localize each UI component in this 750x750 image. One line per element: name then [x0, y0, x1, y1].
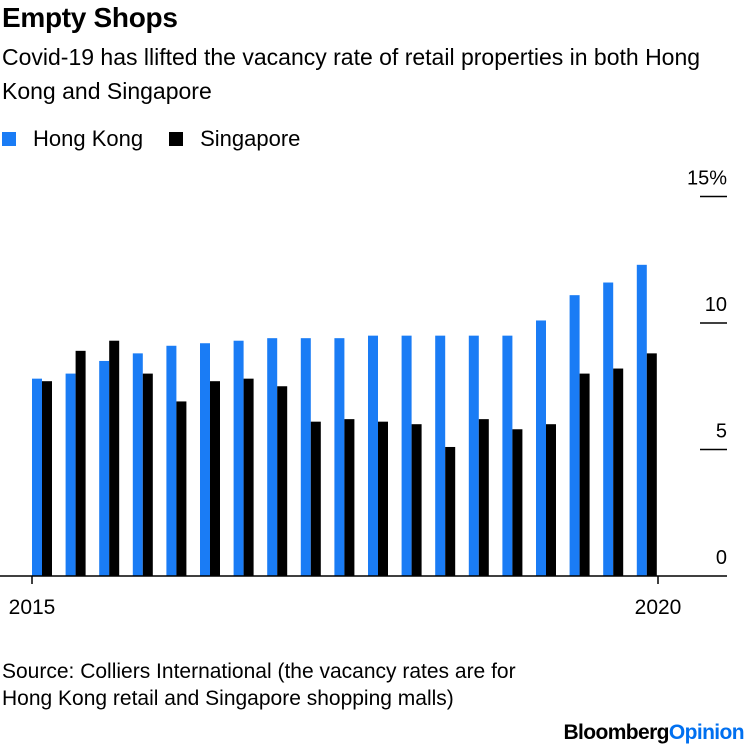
bar-singapore: [42, 381, 52, 576]
bar-hong-kong: [468, 335, 479, 576]
bar-singapore: [613, 368, 624, 576]
y-tick-label: 0: [716, 547, 727, 569]
legend: Hong Kong Singapore: [2, 125, 326, 153]
bar-singapore: [512, 429, 523, 576]
legend-label-singapore: Singapore: [200, 126, 301, 151]
legend-label-hong-kong: Hong Kong: [33, 126, 144, 151]
bar-hong-kong: [267, 338, 278, 576]
brand-opinion: Opinion: [668, 721, 745, 744]
bar-singapore: [310, 421, 321, 576]
bar-singapore: [546, 424, 556, 576]
bar-singapore: [176, 401, 187, 576]
bar-singapore: [344, 419, 355, 576]
bar-hong-kong: [200, 343, 210, 576]
bar-hong-kong: [368, 335, 378, 576]
bar-hong-kong: [166, 345, 177, 576]
bar-hong-kong: [99, 360, 110, 576]
x-tick-label: 2015: [9, 596, 56, 619]
bar-hong-kong: [569, 295, 580, 576]
bar-singapore: [243, 378, 254, 576]
bar-singapore: [579, 373, 590, 576]
bar-hong-kong: [32, 378, 42, 576]
bar-singapore: [378, 421, 388, 576]
bar-singapore: [210, 381, 220, 576]
bar-singapore: [277, 386, 288, 576]
bar-singapore: [478, 419, 489, 576]
legend-item-singapore: Singapore: [169, 126, 300, 152]
chart-subtitle: Covid-19 has llifted the vacancy rate of…: [2, 44, 701, 104]
legend-item-hong-kong: Hong Kong: [2, 126, 143, 152]
bar-hong-kong: [536, 320, 546, 576]
chart-title: Empty Shops: [2, 2, 178, 33]
bar-hong-kong: [233, 340, 244, 576]
bloomberg-opinion-logo: BloombergOpinion: [563, 721, 744, 745]
y-tick-label: 10: [705, 294, 727, 316]
bar-hong-kong: [435, 335, 446, 576]
bar-hong-kong: [334, 338, 345, 576]
legend-swatch-hong-kong: [2, 132, 16, 146]
bar-hong-kong: [636, 264, 647, 576]
bar-chart: 15% 10 5 0 2015 2020: [0, 168, 727, 619]
x-tick-label: 2020: [635, 596, 682, 619]
bar-singapore: [109, 340, 120, 576]
bar-singapore: [411, 424, 422, 576]
bar-hong-kong: [502, 335, 513, 576]
bar-hong-kong: [132, 353, 143, 576]
y-tick-label: 5: [716, 421, 727, 443]
bar-singapore: [646, 353, 657, 576]
bar-singapore: [142, 373, 153, 576]
bar-singapore: [75, 350, 86, 576]
brand-name: Bloomberg: [563, 721, 669, 744]
source-note: Source: Colliers International (the vaca…: [2, 660, 516, 710]
legend-swatch-singapore: [169, 132, 184, 146]
bar-singapore: [445, 446, 456, 576]
bar-hong-kong: [401, 335, 412, 576]
bar-hong-kong: [603, 282, 614, 576]
bar-hong-kong: [65, 373, 76, 576]
y-tick-label: 15%: [687, 168, 727, 190]
bar-hong-kong: [300, 338, 311, 576]
